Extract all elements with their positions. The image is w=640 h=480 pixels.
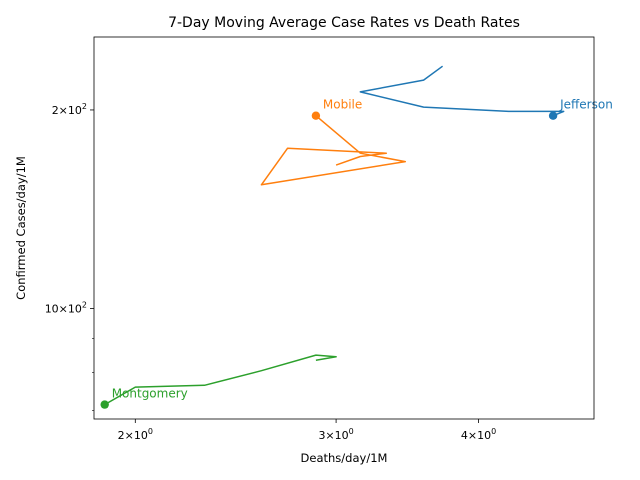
series-line-1 — [260, 115, 407, 186]
x-tick-label-0: 2×100 — [118, 427, 153, 442]
series-annotation-2: Montgomery — [112, 387, 188, 401]
y-tick-label-1: 2×102 — [52, 102, 87, 117]
series-point-0 — [548, 111, 558, 120]
x-axis-ticks: 2×100 3×100 4×100 — [118, 419, 496, 442]
chart-title: 7-Day Moving Average Case Rates vs Death… — [168, 15, 520, 31]
x-tick-label-2: 4×100 — [461, 427, 496, 442]
y-tick-label-0: 10×102 — [45, 301, 87, 316]
series-line-2 — [104, 354, 337, 406]
series-annotation-0: Jefferson — [559, 98, 613, 112]
series-annotation-1: Mobile — [323, 98, 362, 112]
x-tick-label-1: 3×100 — [318, 427, 353, 442]
series-line-0 — [359, 65, 565, 117]
y-axis-label: Confirmed Cases/day/1M — [14, 156, 28, 300]
series-point-1 — [311, 111, 321, 120]
series-point-2 — [100, 400, 109, 409]
plot-frame — [93, 36, 595, 420]
y-axis-ticks: 10×102 2×102 — [45, 102, 94, 411]
plot-area: Jefferson Mobile Montgomery — [100, 65, 613, 409]
x-axis-label: Deaths/day/1M — [301, 451, 388, 465]
